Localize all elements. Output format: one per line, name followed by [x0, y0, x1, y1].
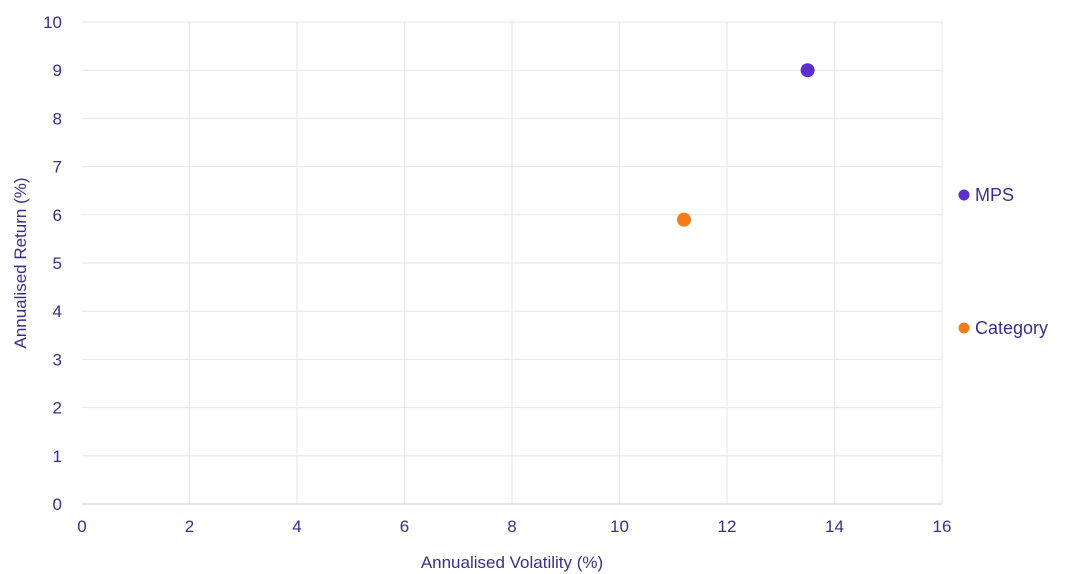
- y-tick-label: 10: [43, 13, 62, 32]
- x-tick-label: 0: [77, 517, 86, 536]
- x-tick-labels: 0 2 4 6 8 10 12 14 16: [77, 517, 951, 536]
- y-tick-label: 2: [53, 399, 62, 418]
- legend-marker-category: [958, 322, 970, 334]
- y-tick-label: 4: [53, 302, 62, 321]
- x-tick-label: 12: [718, 517, 737, 536]
- y-tick-label: 0: [53, 495, 62, 514]
- y-tick-label: 8: [53, 109, 62, 128]
- x-tick-label: 14: [825, 517, 844, 536]
- grid: [82, 21, 943, 504]
- x-tick-label: 8: [507, 517, 516, 536]
- x-tick-label: 10: [610, 517, 629, 536]
- x-axis-title: Annualised Volatility (%): [421, 553, 603, 572]
- data-point-category: [677, 212, 691, 227]
- x-tick-label: 6: [400, 517, 409, 536]
- y-tick-labels: 0 1 2 3 4 5 6 7 8 9 10: [43, 13, 62, 514]
- y-tick-label: 6: [53, 206, 62, 225]
- y-tick-label: 1: [53, 447, 62, 466]
- y-axis-title: Annualised Return (%): [11, 177, 30, 348]
- x-tick-label: 16: [933, 517, 952, 536]
- x-tick-label: 4: [292, 517, 301, 536]
- legend-label-category: Category: [975, 318, 1048, 338]
- y-tick-label: 9: [53, 61, 62, 80]
- x-tick-label: 2: [185, 517, 194, 536]
- legend-marker-mps: [958, 189, 970, 201]
- data-points: [677, 63, 815, 227]
- legend: MPS Category: [958, 185, 1048, 338]
- y-tick-label: 7: [53, 158, 62, 177]
- y-tick-label: 3: [53, 350, 62, 369]
- legend-label-mps: MPS: [975, 185, 1014, 205]
- y-tick-label: 5: [53, 254, 62, 273]
- data-point-mps: [800, 63, 815, 78]
